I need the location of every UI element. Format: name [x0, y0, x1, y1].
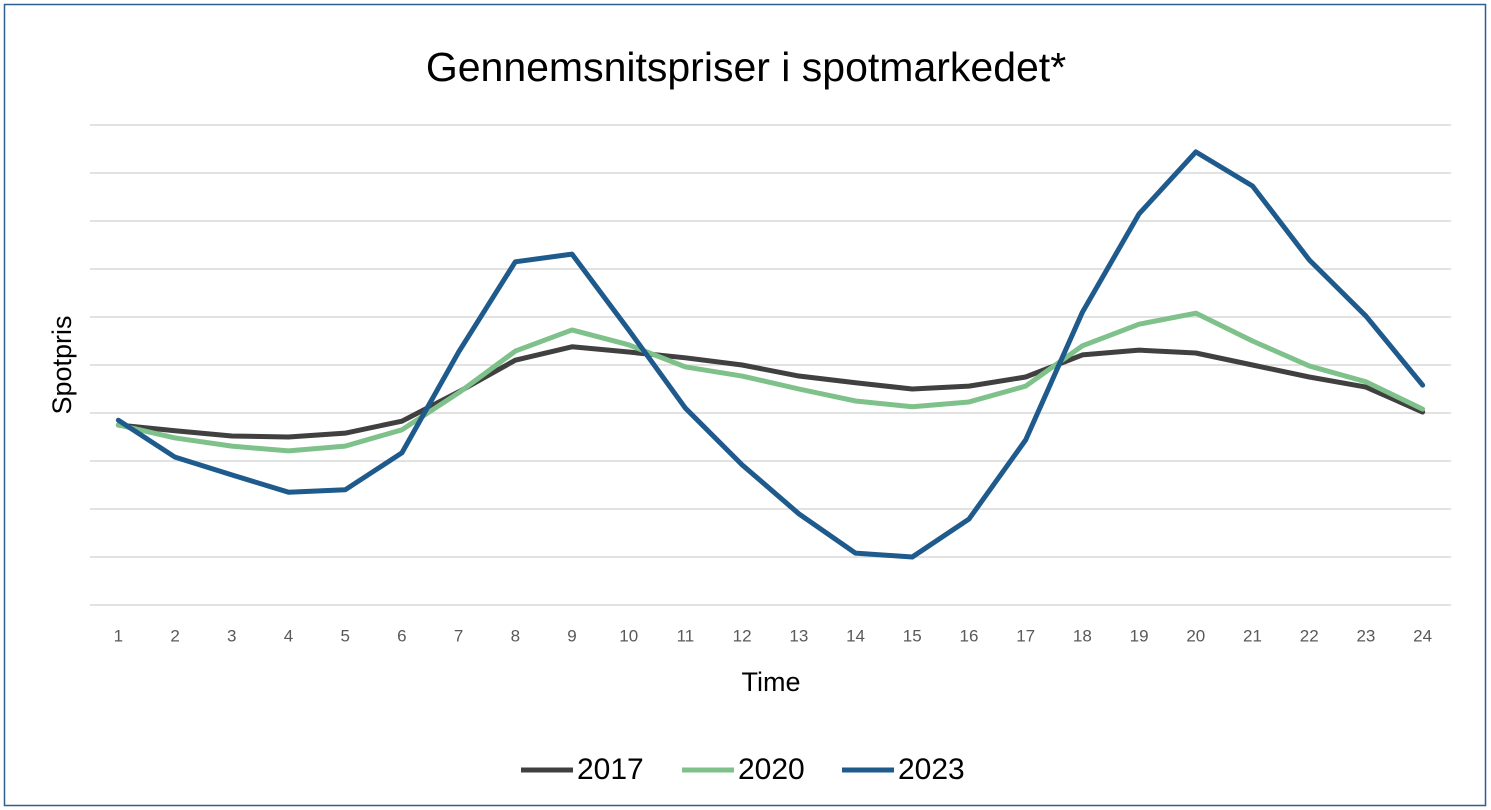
- x-tick-label: 21: [1243, 626, 1262, 645]
- x-tick-label: 3: [227, 626, 236, 645]
- legend-label: 2017: [577, 753, 644, 786]
- x-tick-label: 8: [511, 626, 520, 645]
- series-line: [115, 149, 1426, 560]
- x-tick-label: 24: [1413, 626, 1432, 645]
- legend-label: 2020: [738, 753, 805, 786]
- legend-label: 2023: [898, 753, 965, 786]
- x-tick-label: 13: [789, 626, 808, 645]
- x-axis-label: Time: [742, 667, 801, 697]
- x-tick-label: 23: [1356, 626, 1375, 645]
- x-tick-label: 20: [1186, 626, 1205, 645]
- y-axis-label: Spotpris: [47, 315, 77, 414]
- x-tick-label: 9: [567, 626, 576, 645]
- x-tick-label: 12: [733, 626, 752, 645]
- x-tick-label: 10: [619, 626, 638, 645]
- x-tick-label: 19: [1130, 626, 1149, 645]
- series-line: [115, 344, 1426, 440]
- x-tick-label: 15: [903, 626, 922, 645]
- x-tick-label: 7: [454, 626, 463, 645]
- x-tick-label: 2: [170, 626, 179, 645]
- chart-border: [3, 3, 1487, 807]
- x-tick-label: 18: [1073, 626, 1092, 645]
- x-tick-label: 16: [960, 626, 979, 645]
- chart-title: Gennemsnitspriser i spotmarkedet*: [426, 44, 1066, 90]
- x-tick-label: 17: [1016, 626, 1035, 645]
- x-tick-label: 22: [1300, 626, 1319, 645]
- x-tick-label: 4: [284, 626, 293, 645]
- x-tick-label: 5: [340, 626, 349, 645]
- x-tick-label: 6: [397, 626, 406, 645]
- x-tick-label: 11: [677, 626, 695, 645]
- series-line: [115, 310, 1426, 454]
- x-tick-label: 1: [114, 626, 123, 645]
- x-tick-label: 14: [846, 626, 865, 645]
